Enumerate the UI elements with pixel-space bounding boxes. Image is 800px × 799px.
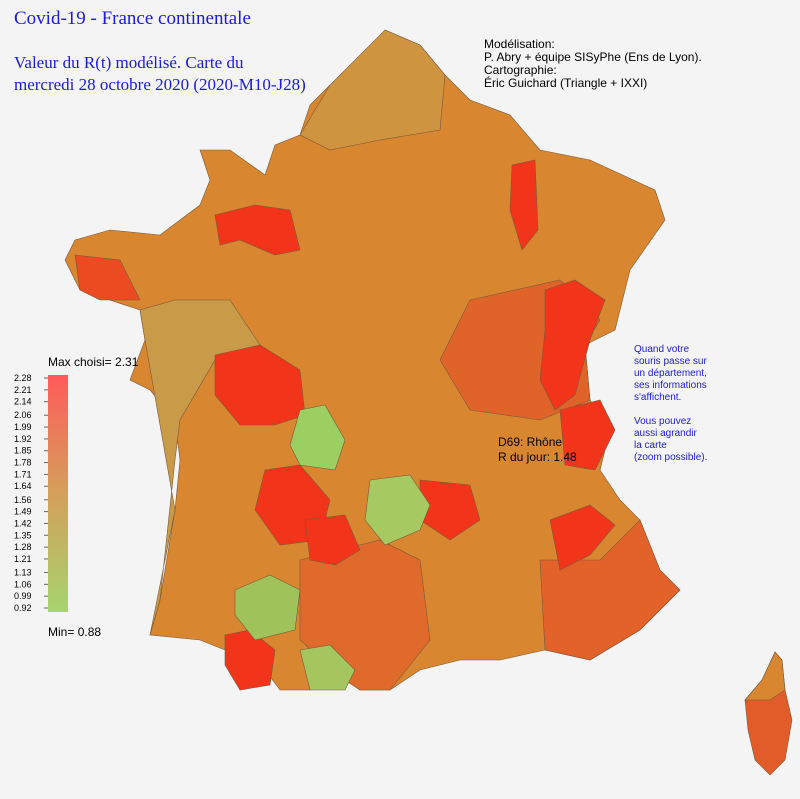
subtitle: mercredi 28 octobre 2020 (2020-M10-J28) xyxy=(14,75,306,94)
credit-line: Cartographie: xyxy=(484,63,557,77)
legend-tick-label: 1.42 xyxy=(14,518,32,528)
legend-tick-label: 1.21 xyxy=(14,554,32,564)
legend-tick-label: 1.56 xyxy=(14,495,32,505)
dept-green[interactable] xyxy=(364,474,431,546)
legend-min: Min= 0.88 xyxy=(48,625,101,639)
info-line: un département, xyxy=(634,368,707,379)
subtitle: Valeur du R(t) modélisé. Carte du xyxy=(14,53,244,72)
legend-tick-label: 2.28 xyxy=(14,373,32,383)
legend-tick-label: 1.99 xyxy=(14,422,32,432)
legend-tick-label: 1.92 xyxy=(14,434,32,444)
info-line: s'affichent. xyxy=(634,392,681,403)
legend-tick-label: 1.13 xyxy=(14,567,32,577)
dept-red[interactable] xyxy=(549,504,616,571)
legend-tick-label: 0.99 xyxy=(14,591,32,601)
dept-green[interactable] xyxy=(289,404,346,471)
dept-red[interactable] xyxy=(559,399,616,471)
legend-tick-label: 1.78 xyxy=(14,458,32,468)
info-line: Vous pouvez xyxy=(634,416,691,427)
legend-tick-label: 1.28 xyxy=(14,542,32,552)
info-line: ses informations xyxy=(634,380,707,391)
dept-red[interactable] xyxy=(74,254,141,301)
credit-line: Modélisation: xyxy=(484,37,555,51)
legend-tick-label: 2.14 xyxy=(14,397,32,407)
region-west[interactable] xyxy=(139,299,261,636)
legend-tick-label: 1.71 xyxy=(14,469,32,479)
legend-min-value: 0.88 xyxy=(78,625,102,639)
legend-tick-label: 2.06 xyxy=(14,410,32,420)
legend-tick-label: 1.85 xyxy=(14,446,32,456)
dept-red[interactable] xyxy=(214,204,301,256)
legend-bar xyxy=(48,375,68,612)
legend-max-label: Max choisi= xyxy=(48,355,112,369)
legend-tick-label: 1.49 xyxy=(14,507,32,517)
legend-max-value: 2.31 xyxy=(115,355,139,369)
tooltip-department: D69: Rhône xyxy=(498,435,562,449)
region-southeast[interactable] xyxy=(539,519,681,661)
legend-tick-label: 1.35 xyxy=(14,530,32,540)
legend-tick-label: 1.64 xyxy=(14,481,32,491)
tooltip-number: 1.48 xyxy=(553,450,577,464)
credit-line: P. Abry + équipe SISyPhe (Ens de Lyon). xyxy=(484,50,702,64)
dept-red[interactable] xyxy=(304,514,361,566)
dept-red[interactable] xyxy=(509,159,539,251)
region-north[interactable] xyxy=(299,29,446,151)
france-map[interactable] xyxy=(64,29,793,776)
info-line: Quand votre xyxy=(634,344,689,355)
corsica-north[interactable] xyxy=(744,651,786,701)
dept-green[interactable] xyxy=(299,644,356,691)
dept-green[interactable] xyxy=(234,574,301,641)
tooltip-value: R du jour: 1.48 xyxy=(498,450,577,464)
credit-line: Éric Guichard (Triangle + IXXI) xyxy=(484,75,647,90)
legend-tick-label: 1.06 xyxy=(14,579,32,589)
legend-tick-label: 0.92 xyxy=(14,603,32,613)
legend-min-label: Min= xyxy=(48,625,74,639)
info-line: la carte xyxy=(634,440,667,451)
dept-red[interactable] xyxy=(214,344,306,426)
legend-tick-label: 2.21 xyxy=(14,385,32,395)
tooltip-label: R du jour: xyxy=(498,450,550,464)
legend-max: Max choisi= 2.31 xyxy=(48,355,139,369)
info-line: souris passe sur xyxy=(634,356,707,367)
info-line: (zoom possible). xyxy=(634,452,707,463)
info-line: aussi agrandir xyxy=(634,428,697,439)
dept-red[interactable] xyxy=(539,279,606,411)
title: Covid-19 - France continentale xyxy=(14,8,251,29)
